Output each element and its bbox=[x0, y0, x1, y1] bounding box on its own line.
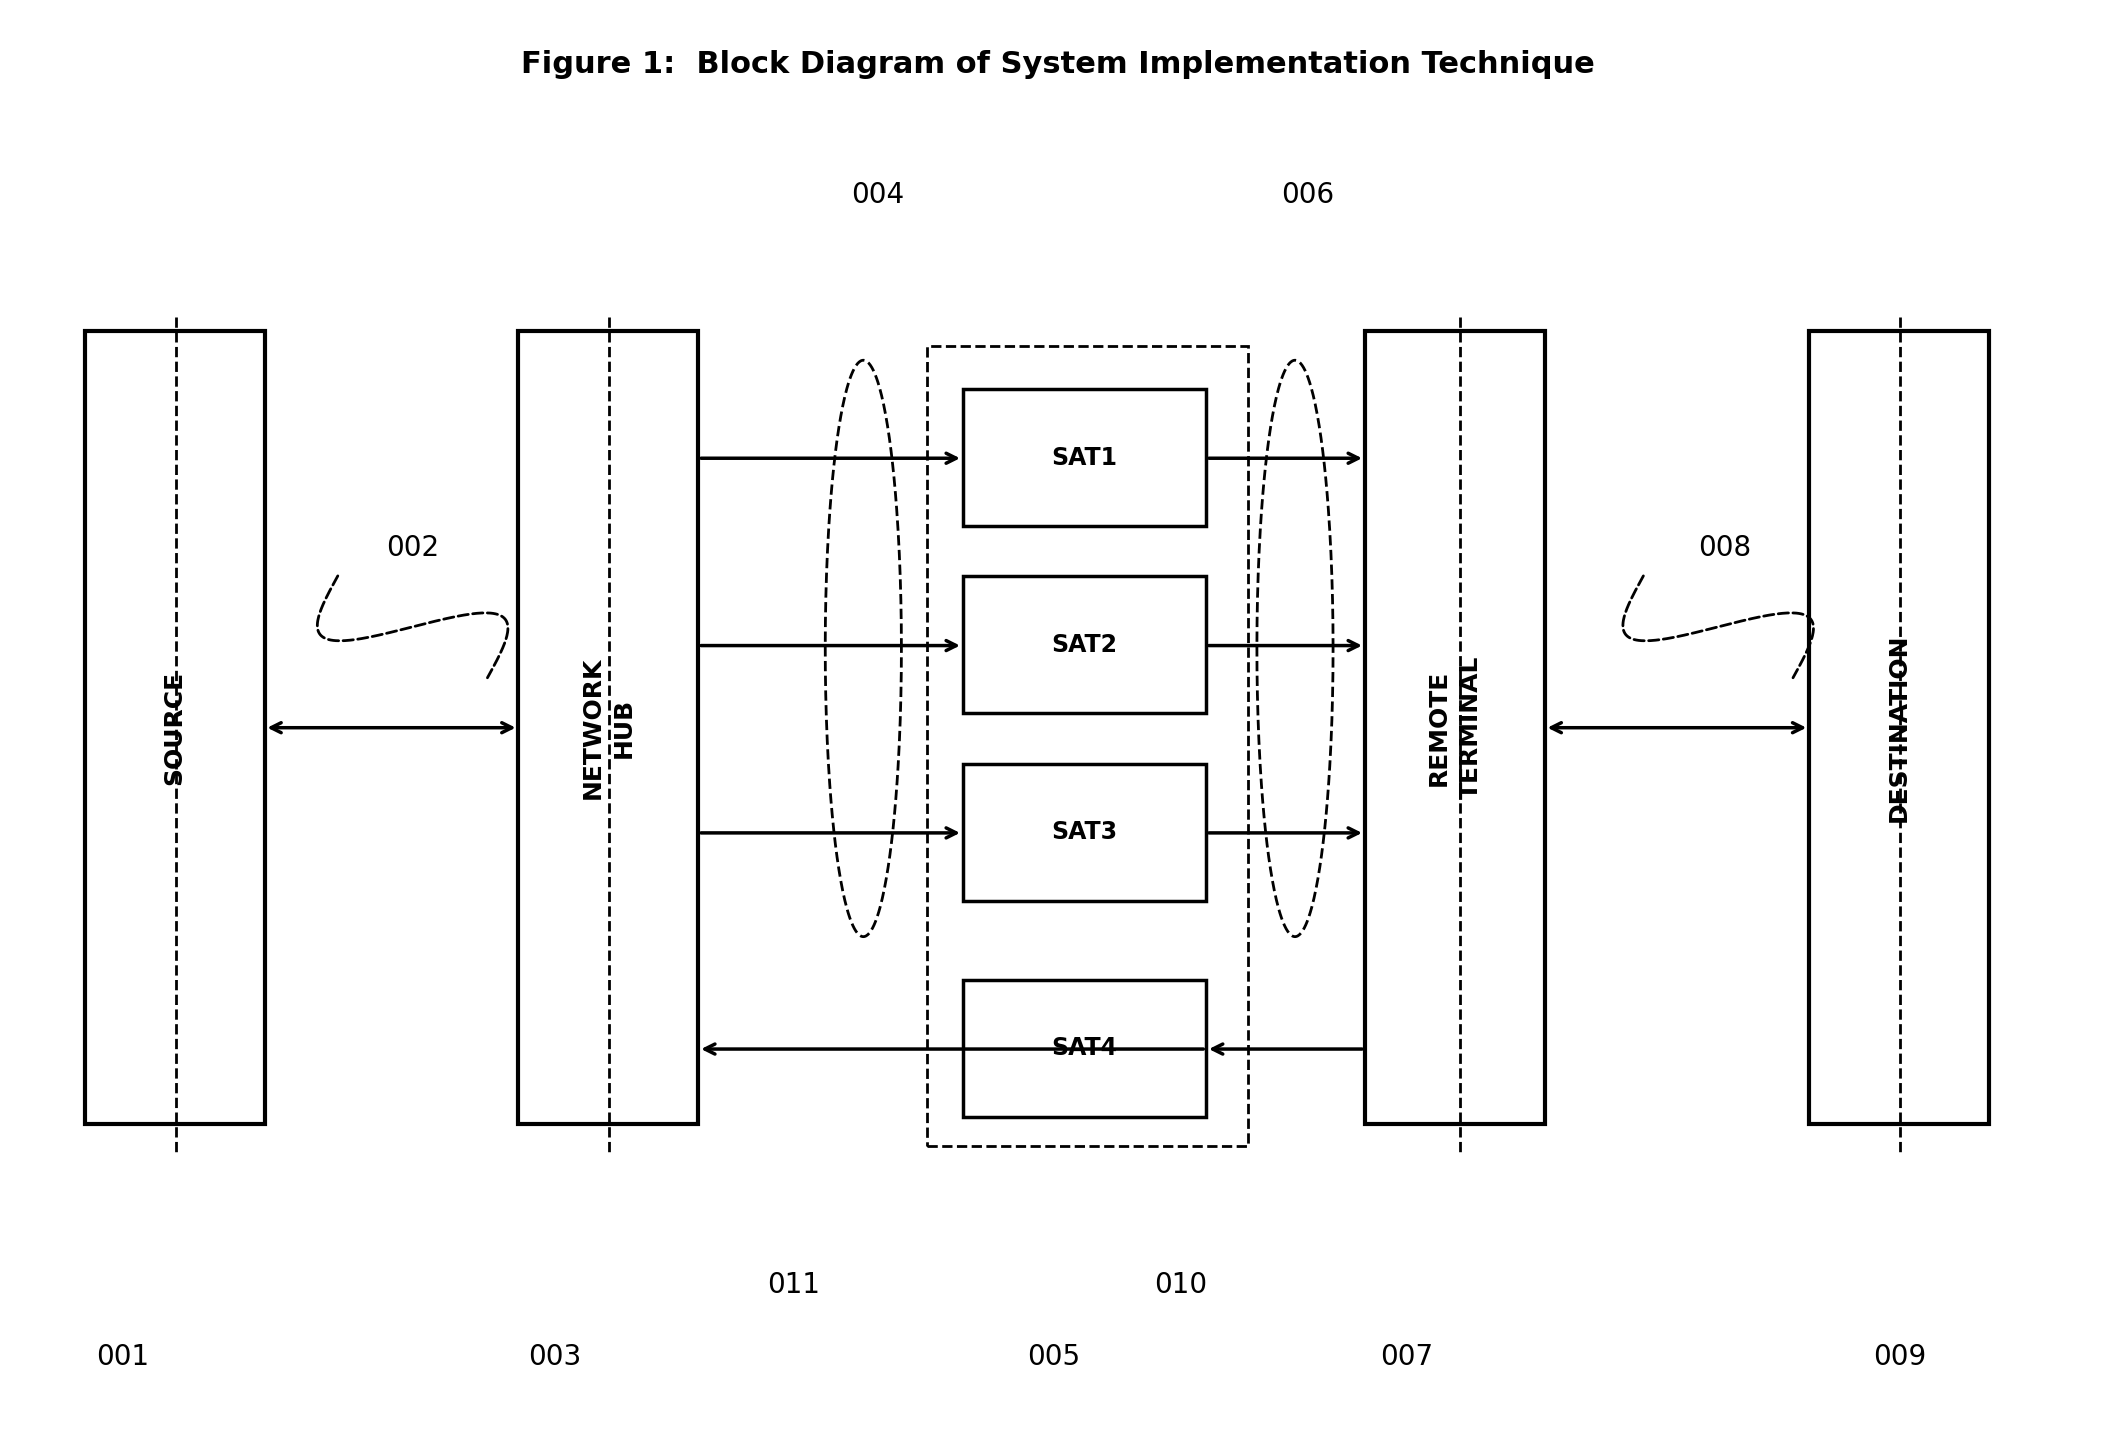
Text: 001: 001 bbox=[95, 1343, 150, 1372]
Text: DESTINATION: DESTINATION bbox=[1887, 634, 1911, 821]
Text: SAT1: SAT1 bbox=[1052, 445, 1117, 470]
Text: 008: 008 bbox=[1697, 533, 1752, 562]
FancyBboxPatch shape bbox=[927, 346, 1248, 1146]
FancyBboxPatch shape bbox=[963, 389, 1206, 526]
Text: SAT4: SAT4 bbox=[1052, 1036, 1117, 1061]
FancyBboxPatch shape bbox=[963, 980, 1206, 1117]
FancyBboxPatch shape bbox=[518, 331, 698, 1124]
Text: SOURCE: SOURCE bbox=[163, 670, 186, 785]
Text: 005: 005 bbox=[1026, 1343, 1081, 1372]
Text: SAT2: SAT2 bbox=[1052, 633, 1117, 657]
Text: 004: 004 bbox=[851, 180, 906, 209]
Text: REMOTE
TERMINAL: REMOTE TERMINAL bbox=[1426, 656, 1483, 800]
Text: 007: 007 bbox=[1380, 1343, 1435, 1372]
Text: NETWORK
HUB: NETWORK HUB bbox=[580, 657, 637, 798]
FancyBboxPatch shape bbox=[85, 331, 264, 1124]
FancyBboxPatch shape bbox=[1365, 331, 1545, 1124]
Text: 011: 011 bbox=[766, 1271, 821, 1300]
Text: SAT3: SAT3 bbox=[1052, 820, 1117, 844]
Text: 006: 006 bbox=[1280, 180, 1335, 209]
Text: 010: 010 bbox=[1153, 1271, 1208, 1300]
Text: 003: 003 bbox=[527, 1343, 582, 1372]
FancyBboxPatch shape bbox=[963, 576, 1206, 713]
FancyBboxPatch shape bbox=[1809, 331, 1989, 1124]
FancyBboxPatch shape bbox=[963, 764, 1206, 901]
Text: 002: 002 bbox=[385, 533, 440, 562]
Text: Figure 1:  Block Diagram of System Implementation Technique: Figure 1: Block Diagram of System Implem… bbox=[521, 50, 1595, 79]
Text: 009: 009 bbox=[1873, 1343, 1928, 1372]
